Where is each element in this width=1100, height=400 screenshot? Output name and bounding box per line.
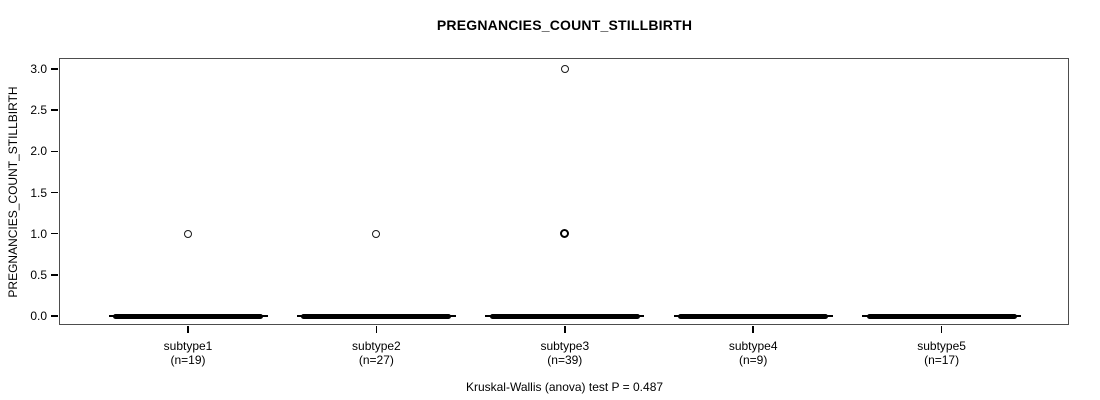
x-tick: [940, 326, 943, 333]
y-tick: [51, 274, 58, 276]
outlier-point: [560, 229, 570, 239]
outlier-point: [372, 229, 381, 238]
x-category-count: (n=27): [358, 353, 394, 367]
x-category-name: subtype3: [540, 339, 590, 353]
x-category-name: subtype2: [352, 339, 401, 353]
x-category-name: subtype5: [917, 339, 966, 353]
x-tick: [564, 326, 566, 333]
x-category-count: (n=19): [170, 353, 206, 367]
y-tick-label: 2.0: [30, 144, 47, 159]
y-tick: [51, 150, 58, 153]
x-category-name: subtype4: [728, 339, 778, 353]
x-category-label: subtype4 (n=9): [683, 339, 823, 367]
y-tick: [51, 109, 58, 111]
x-tick: [375, 326, 378, 333]
x-category-label: subtype5 (n=17): [872, 339, 1012, 367]
box-median-bar: [113, 313, 263, 319]
x-category-label: subtype2 (n=27): [306, 339, 446, 367]
box-median-bar: [866, 313, 1017, 319]
y-tick-label: 1.5: [30, 185, 47, 200]
y-tick: [51, 191, 58, 194]
stat-test-caption: Kruskal-Wallis (anova) test P = 0.487: [465, 380, 664, 394]
y-tick: [51, 68, 58, 70]
x-category-count: (n=39): [547, 353, 583, 367]
x-tick: [187, 326, 189, 333]
y-tick-label: 1.0: [30, 226, 47, 241]
x-category-name: subtype1: [163, 339, 213, 353]
box-median-bar: [301, 313, 452, 319]
plot-area: 0.0 0.5 1.0 1.5 2.0 2.5 3.0 subtype1 (n=19) subty…: [30, 58, 1070, 367]
y-tick-label: 0.0: [30, 309, 47, 323]
y-tick-label: 0.5: [30, 267, 47, 282]
box-median-bar: [678, 313, 829, 319]
x-category-count: (n=17): [924, 353, 960, 367]
chart-title: PREGNANCIES_COUNT_STILLBIRTH: [436, 17, 693, 33]
x-category-count: (n=9): [739, 353, 768, 367]
plot-border: [59, 58, 1069, 325]
y-tick: [51, 232, 58, 235]
y-tick-label: 2.5: [30, 103, 47, 118]
box-median-bar: [489, 313, 640, 319]
x-category-label: subtype3 (n=39): [495, 339, 635, 367]
y-tick-label: 3.0: [30, 62, 47, 76]
x-category-label: subtype1 (n=19): [118, 339, 258, 367]
outlier-point: [184, 229, 192, 238]
y-tick: [51, 315, 58, 317]
outlier-point: [560, 65, 569, 73]
x-tick: [752, 326, 754, 333]
